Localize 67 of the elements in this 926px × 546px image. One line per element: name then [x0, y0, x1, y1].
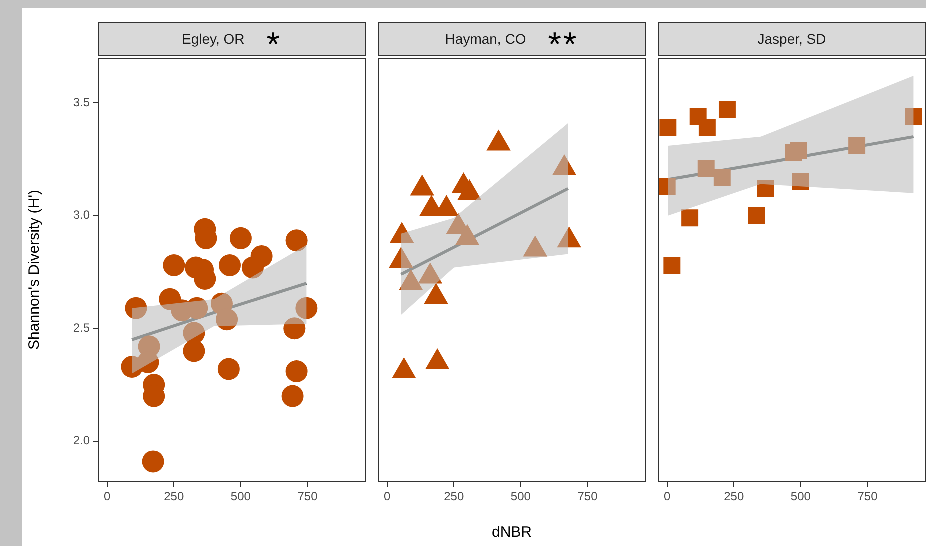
point: [218, 254, 241, 276]
x-tick-label: 0: [384, 490, 392, 504]
point: [523, 236, 548, 257]
point: [664, 257, 681, 274]
point: [425, 348, 450, 370]
point: [218, 358, 240, 380]
x-tick-label: 0: [104, 490, 112, 504]
point: [792, 174, 810, 191]
annotation: **: [548, 26, 579, 64]
point: [282, 385, 304, 408]
point: [557, 226, 582, 248]
point: [552, 154, 577, 176]
point: [698, 160, 715, 177]
x-tick-label: 250: [164, 490, 184, 504]
point: [714, 169, 731, 186]
point: [658, 178, 676, 196]
y-tick-label: 3.5: [73, 95, 90, 110]
chart-title: Jasper, SD: [758, 31, 826, 47]
y-tick-label: 2.5: [73, 320, 90, 335]
chart-title: Hayman, CO: [445, 31, 526, 47]
x-tick-label: 0: [664, 490, 672, 504]
point: [790, 142, 808, 159]
x-tick-label: 750: [858, 490, 878, 504]
x-tick-label: 750: [298, 490, 318, 504]
point: [757, 180, 774, 198]
y-tick-label: 2.0: [73, 434, 90, 448]
x-tick-label: 250: [444, 490, 464, 504]
point: [284, 318, 306, 340]
point: [125, 297, 148, 320]
x-tick-label: 750: [578, 490, 598, 504]
point: [905, 108, 922, 126]
y-tick-label: 3.0: [73, 208, 90, 222]
point: [698, 119, 716, 136]
point: [216, 308, 238, 331]
point: [410, 174, 434, 196]
point: [660, 119, 677, 136]
point: [418, 262, 442, 284]
point: [682, 210, 699, 227]
point: [748, 207, 766, 224]
annotation: *: [266, 26, 282, 64]
point: [183, 340, 206, 362]
chart-title: Egley, OR: [182, 31, 245, 47]
point: [434, 195, 459, 216]
point: [183, 322, 206, 344]
point: [230, 227, 252, 250]
point: [424, 283, 448, 304]
point: [848, 137, 866, 154]
x-tick-label: 500: [230, 490, 252, 504]
point: [296, 297, 318, 320]
point: [392, 357, 416, 378]
point: [286, 360, 308, 382]
point: [718, 101, 736, 118]
x-tick-label: 500: [790, 490, 812, 504]
point: [399, 270, 424, 291]
point: [486, 130, 511, 151]
point: [163, 254, 186, 276]
x-tick-label: 500: [510, 490, 532, 504]
point: [286, 230, 308, 252]
point: [142, 450, 164, 473]
point: [242, 256, 264, 279]
point: [455, 224, 480, 246]
x-axis-title: dNBR: [492, 524, 532, 542]
point: [390, 222, 414, 244]
point: [458, 179, 482, 200]
y-axis-title: Shannon's Diversity (H'): [26, 190, 44, 350]
x-tick-label: 250: [724, 490, 744, 504]
point: [389, 246, 414, 268]
